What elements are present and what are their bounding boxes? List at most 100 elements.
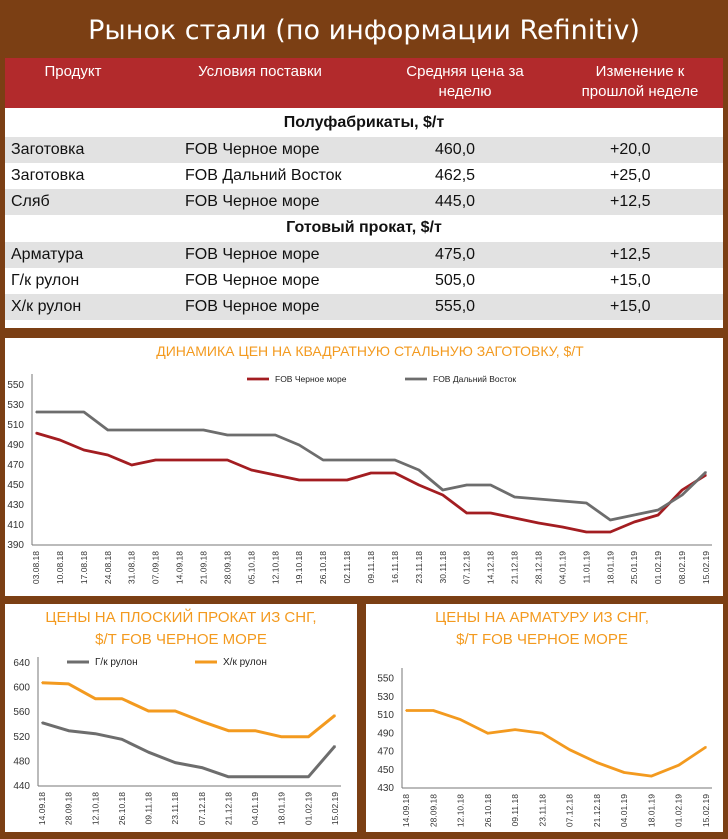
y-tick-label: 550 xyxy=(7,380,24,391)
data-point xyxy=(121,697,123,700)
data-point xyxy=(174,710,176,712)
series-line-0 xyxy=(41,721,337,779)
data-point xyxy=(432,709,435,712)
y-tick-label: 450 xyxy=(7,480,24,491)
data-point xyxy=(201,766,203,769)
table-row: Сляб FOB Черное море 445,0 +12,5 xyxy=(5,189,723,215)
cell-delivery: FOB Черное море xyxy=(185,272,320,289)
data-point xyxy=(280,736,283,738)
data-point xyxy=(677,764,680,766)
x-tick-label: 12.10.18 xyxy=(90,792,100,825)
legend-label: FOB Черное море xyxy=(275,374,347,384)
data-point xyxy=(585,502,588,504)
x-tick-label: 31.08.18 xyxy=(127,551,137,584)
cell-price: 462,5 xyxy=(435,167,476,184)
table-header: Продукт Условия поставки Средняя цена за… xyxy=(5,58,723,108)
cell-product: Арматура xyxy=(11,246,84,263)
data-point xyxy=(147,751,150,753)
cell-product: Сляб xyxy=(11,193,50,210)
cell-change: +15,0 xyxy=(610,272,651,289)
y-tick-label: 440 xyxy=(13,781,30,792)
cell-change: +15,0 xyxy=(610,298,651,315)
data-point xyxy=(106,429,109,431)
data-point xyxy=(623,771,625,774)
data-point xyxy=(174,761,176,764)
x-tick-label: 07.09.18 xyxy=(151,551,161,584)
data-point xyxy=(298,479,301,481)
data-point xyxy=(250,434,253,436)
cell-price: 445,0 xyxy=(435,193,476,210)
chart-title: ЦЕНЫ НА ПЛОСКИЙ ПРОКАТ ИЗ СНГ, $/Т FOB ЧЕ… xyxy=(45,608,316,648)
cell-product: Заготовка xyxy=(11,167,85,184)
data-point xyxy=(705,474,707,476)
x-tick-label: 14.09.18 xyxy=(401,794,411,827)
data-point xyxy=(441,489,444,491)
data-point xyxy=(298,444,301,446)
data-point xyxy=(465,512,468,514)
data-point xyxy=(154,459,157,461)
table-row: Заготовка FOB Черное море 460,0 +20,0 xyxy=(5,137,723,163)
rebar-chart-panel: ЦЕНЫ НА АРМАТУРУ ИЗ СНГ, $/Т FOB ЧЕРНОЕ М… xyxy=(366,604,723,832)
data-point xyxy=(41,721,43,724)
x-tick-label: 15.02.19 xyxy=(701,794,711,827)
x-tick-label: 28.09.18 xyxy=(222,551,232,584)
data-point xyxy=(274,474,277,476)
cell-price: 475,0 xyxy=(435,246,476,263)
data-point xyxy=(202,459,205,461)
cell-change: +12,5 xyxy=(610,246,651,263)
series-line-1 xyxy=(36,410,707,522)
cell-delivery: FOB Дальний Восток xyxy=(185,167,342,184)
cell-delivery: FOB Черное море xyxy=(185,141,320,158)
data-point xyxy=(459,718,462,721)
x-tick-label: 15.02.19 xyxy=(701,551,711,584)
y-tick-label: 510 xyxy=(377,710,394,721)
data-point xyxy=(394,472,396,474)
x-tick-label: 12.10.18 xyxy=(270,551,280,584)
billet-chart-panel: ДИНАМИКА ЦЕН НА КВАДРАТНУЮ СТАЛЬНУЮ ЗАГО… xyxy=(5,338,723,596)
x-tick-label: 23.11.18 xyxy=(170,792,180,825)
data-point xyxy=(633,514,636,516)
data-point xyxy=(94,732,97,735)
cell-product: Г/к рулон xyxy=(11,272,80,289)
legend-label: FOB Дальний Восток xyxy=(433,374,516,384)
data-point xyxy=(59,411,61,413)
data-point xyxy=(596,761,598,764)
billet-chart: ДИНАМИКА ЦЕН НА КВАДРАТНУЮ СТАЛЬНУЮ ЗАГО… xyxy=(7,343,712,584)
title-text: Рынок стали (по информации Refinitiv) xyxy=(88,14,640,46)
x-tick-label: 18.01.19 xyxy=(646,794,656,827)
data-point xyxy=(487,732,489,735)
x-tick-label: 28.09.18 xyxy=(64,792,74,825)
data-point xyxy=(705,471,707,473)
x-tick-label: 14.09.18 xyxy=(37,792,47,825)
x-tick-label: 21.09.18 xyxy=(199,551,209,584)
x-tick-label: 28.12.18 xyxy=(534,551,544,584)
data-point xyxy=(226,434,229,436)
y-tick-label: 530 xyxy=(377,692,394,703)
y-tick-label: 450 xyxy=(377,765,394,776)
cell-price: 505,0 xyxy=(435,272,476,289)
data-point xyxy=(513,496,516,498)
data-point xyxy=(307,736,310,738)
chart-title-line: ДИНАМИКА ЦЕН НА КВАДРАТНУЮ СТАЛЬНУЮ ЗАГО… xyxy=(156,343,584,359)
data-point xyxy=(513,517,516,519)
series-line-1 xyxy=(41,681,336,739)
data-point xyxy=(121,738,123,741)
data-point xyxy=(537,522,540,524)
y-tick-label: 430 xyxy=(377,783,394,794)
data-point xyxy=(202,429,205,431)
data-point xyxy=(59,439,61,441)
chart-title-line: $/Т FOB ЧЕРНОЕ МОРЕ xyxy=(456,631,628,648)
data-point xyxy=(35,432,37,434)
data-point xyxy=(178,429,181,431)
y-tick-label: 600 xyxy=(13,683,30,694)
x-tick-label: 02.11.18 xyxy=(342,551,352,584)
data-point xyxy=(254,729,256,732)
data-point xyxy=(83,411,85,413)
data-point xyxy=(322,459,324,461)
chart-title: ДИНАМИКА ЦЕН НА КВАДРАТНУЮ СТАЛЬНУЮ ЗАГО… xyxy=(156,343,584,359)
data-point xyxy=(609,519,612,521)
y-tick-label: 530 xyxy=(7,400,24,411)
x-tick-label: 04.01.19 xyxy=(557,551,567,584)
data-point xyxy=(227,775,230,778)
header-product: Продукт xyxy=(44,63,102,80)
